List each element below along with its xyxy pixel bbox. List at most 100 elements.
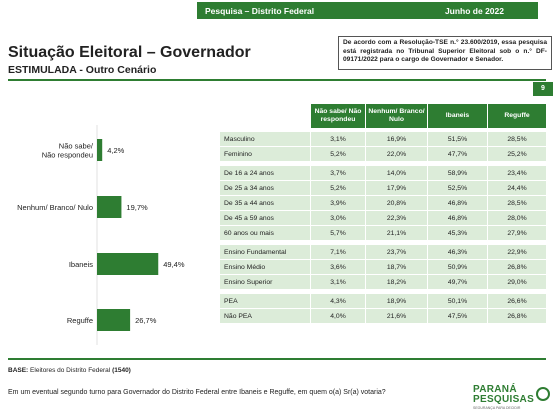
table-row: PEA 4,3% 18,9% 50,1% 26,6%: [220, 294, 546, 309]
row-label: De 45 a 59 anos: [224, 214, 274, 222]
table-cell: 20,8%: [365, 196, 427, 210]
table-cell: 5,7%: [310, 226, 365, 240]
table-row: Feminino 5,2% 22,0% 47,7% 25,2%: [220, 147, 546, 162]
value-label: 49,4%: [163, 260, 185, 269]
table-header: Não sabe/ Não respondeu Nenhum/ Branco/ …: [220, 104, 546, 128]
row-label: Masculino: [224, 135, 255, 143]
table-cell: 46,8%: [427, 211, 487, 225]
table-cell: 26,8%: [487, 309, 546, 323]
table-cell: 21,1%: [365, 226, 427, 240]
table-cell: 45,3%: [427, 226, 487, 240]
header-cell-empty: [220, 104, 310, 128]
table-cell: 22,9%: [487, 245, 546, 259]
table-cell: 4,0%: [310, 309, 365, 323]
crosstab-table: Não sabe/ Não respondeu Nenhum/ Branco/ …: [220, 104, 546, 324]
value-label: 4,2%: [107, 146, 124, 155]
header-cell: Reguffe: [487, 104, 546, 128]
table-cell: 26,6%: [487, 294, 546, 308]
separator-line: [8, 358, 546, 360]
row-label: Não PEA: [224, 312, 252, 320]
logo-line1: PARANÁ: [473, 384, 517, 395]
table-cell: 3,1%: [310, 132, 365, 146]
table-cell: 25,2%: [487, 147, 546, 161]
table-cell: 52,5%: [427, 181, 487, 195]
bar: [97, 196, 122, 218]
header-cell: Não sabe/ Não respondeu: [310, 104, 365, 128]
table-row: Ensino Fundamental 7,1% 23,7% 46,3% 22,9%: [220, 245, 546, 260]
survey-question: Em um eventual segundo turno para Govern…: [8, 389, 386, 396]
table-cell: 22,0%: [365, 147, 427, 161]
parana-pesquisas-logo: PARANÁ PESQUISAS SEGURANÇA PARA DECIDIR: [473, 384, 553, 414]
table-cell: 23,7%: [365, 245, 427, 259]
table-row: Ensino Médio 3,6% 18,7% 50,9% 26,8%: [220, 260, 546, 275]
table-cell: 22,3%: [365, 211, 427, 225]
table-cell: 47,7%: [427, 147, 487, 161]
table-group: Ensino Fundamental 7,1% 23,7% 46,3% 22,9% Ens…: [220, 245, 546, 290]
table-cell: 3,9%: [310, 196, 365, 210]
table-row: De 16 a 24 anos 3,7% 14,0% 58,9% 23,4%: [220, 166, 546, 181]
table-cell: 28,5%: [487, 196, 546, 210]
base-text: Eleitores do Distrito Federal: [30, 367, 111, 374]
category-label: Não sabe/Não respondeu: [42, 142, 94, 160]
header-date: Junho de 2022: [444, 6, 504, 16]
table-group: Masculino 3,1% 16,9% 51,5% 28,5% Feminino 5,2%…: [220, 132, 546, 162]
bar: [97, 309, 131, 331]
table-cell: 27,9%: [487, 226, 546, 240]
table-group: De 16 a 24 anos 3,7% 14,0% 58,9% 23,4% De 25 …: [220, 166, 546, 241]
table-row: De 25 a 34 anos 5,2% 17,9% 52,5% 24,4%: [220, 181, 546, 196]
table-cell: 21,6%: [365, 309, 427, 323]
header-bar: Pesquisa – Distrito Federal Junho de 202…: [197, 2, 538, 19]
logo-line2: PESQUISAS: [473, 394, 535, 405]
table-cell: 29,0%: [487, 275, 546, 289]
row-label: De 16 a 24 anos: [224, 169, 274, 177]
table-cell: 4,3%: [310, 294, 365, 308]
table-cell: 24,4%: [487, 181, 546, 195]
bar: [97, 139, 103, 161]
table-row: Ensino Superior 3,1% 18,2% 49,7% 29,0%: [220, 275, 546, 290]
table-row: Masculino 3,1% 16,9% 51,5% 28,5%: [220, 132, 546, 147]
row-label: Ensino Médio: [224, 263, 266, 271]
table-cell: 58,9%: [427, 166, 487, 180]
table-cell: 46,3%: [427, 245, 487, 259]
row-label: PEA: [224, 297, 238, 305]
separator-line: [8, 79, 546, 81]
tse-registration-notice: De acordo com a Resolução-TSE n.° 23.600…: [338, 36, 552, 70]
table-body: Masculino 3,1% 16,9% 51,5% 28,5% Feminino 5,2%…: [220, 132, 546, 324]
table-cell: 3,0%: [310, 211, 365, 225]
table-cell: 28,5%: [487, 132, 546, 146]
bar-chart: Não sabe/Não respondeu 4,2% Nenhum/ Branco…: [17, 125, 185, 345]
table-cell: 26,8%: [487, 260, 546, 274]
row-label: Ensino Fundamental: [224, 248, 287, 256]
row-label: Ensino Superior: [224, 278, 273, 286]
table-cell: 47,5%: [427, 309, 487, 323]
table-cell: 18,7%: [365, 260, 427, 274]
bar: [97, 253, 159, 275]
table-cell: 50,1%: [427, 294, 487, 308]
logo-tagline: SEGURANÇA PARA DECIDIR: [473, 406, 521, 410]
table-cell: 18,9%: [365, 294, 427, 308]
table-cell: 49,7%: [427, 275, 487, 289]
category-label: Nenhum/ Branco/ Nulo: [17, 203, 93, 212]
table-cell: 14,0%: [365, 166, 427, 180]
header-cell: Ibaneis: [427, 104, 487, 128]
base-n: (1540): [112, 367, 131, 374]
table-cell: 3,7%: [310, 166, 365, 180]
table-cell: 5,2%: [310, 181, 365, 195]
table-cell: 5,2%: [310, 147, 365, 161]
table-cell: 7,1%: [310, 245, 365, 259]
base-note: BASE: Eleitores do Distrito Federal (154…: [8, 367, 131, 374]
table-cell: 3,6%: [310, 260, 365, 274]
row-label: De 25 a 34 anos: [224, 184, 274, 192]
value-label: 26,7%: [135, 316, 157, 325]
table-row: De 35 a 44 anos 3,9% 20,8% 46,8% 28,5%: [220, 196, 546, 211]
base-label: BASE:: [8, 367, 29, 374]
logo-mark-icon: [536, 387, 550, 401]
table-cell: 18,2%: [365, 275, 427, 289]
row-label: De 35 a 44 anos: [224, 199, 274, 207]
table-group: PEA 4,3% 18,9% 50,1% 26,6% Não PEA 4,0% 21,6% 47…: [220, 294, 546, 324]
category-label: Reguffe: [67, 316, 93, 325]
table-cell: 46,8%: [427, 196, 487, 210]
header-cell: Nenhum/ Branco/ Nulo: [365, 104, 427, 128]
page-title: Situação Eleitoral – Governador: [8, 44, 251, 61]
table-cell: 23,4%: [487, 166, 546, 180]
